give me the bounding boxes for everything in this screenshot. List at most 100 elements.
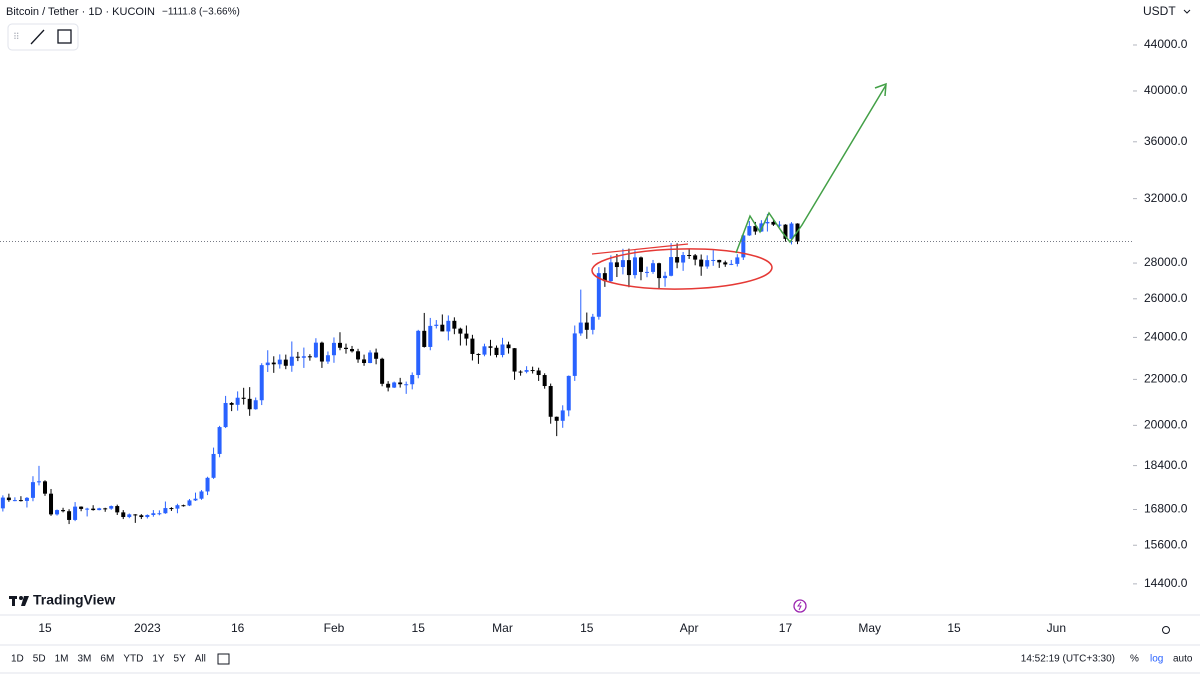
candle-body <box>530 370 535 372</box>
candle-body <box>494 347 499 356</box>
arrow-head <box>874 82 887 97</box>
range-button[interactable]: 1D <box>11 654 24 665</box>
candle-body <box>446 320 451 332</box>
x-tick-label: 15 <box>38 621 52 635</box>
scale-option[interactable]: % <box>1130 654 1139 665</box>
candle-body <box>67 511 72 520</box>
line-tool[interactable] <box>30 29 45 45</box>
candle-body <box>458 328 463 334</box>
candle-body <box>271 362 276 365</box>
candle-body <box>18 500 23 502</box>
candle-body <box>229 402 234 405</box>
range-button[interactable]: 5Y <box>174 654 187 665</box>
candle-body <box>85 508 90 510</box>
candle-body <box>488 346 493 348</box>
candle-body <box>157 513 162 515</box>
range-button[interactable]: All <box>195 654 206 665</box>
range-button[interactable]: 3M <box>78 654 92 665</box>
candle-body <box>325 355 330 362</box>
candle-body <box>482 346 487 355</box>
candle-body <box>711 259 716 261</box>
brand: TradingView <box>33 592 115 608</box>
candle-body <box>464 333 469 339</box>
candle-body <box>602 273 607 282</box>
candle-body <box>651 263 656 272</box>
highlight-ellipse <box>591 248 773 290</box>
candle-body <box>735 257 740 264</box>
candle-body <box>566 375 571 411</box>
candle-body <box>717 259 722 263</box>
candle-body <box>91 508 96 511</box>
candle-body <box>211 453 216 478</box>
candle-body <box>681 255 686 263</box>
candle-body <box>783 224 788 239</box>
candle-body <box>241 397 246 399</box>
range-button[interactable]: 1Y <box>152 654 165 665</box>
scale-option[interactable]: auto <box>1173 654 1193 665</box>
candle-body <box>73 506 78 520</box>
candle-body <box>289 356 294 366</box>
candle-body <box>753 226 758 232</box>
candle-body <box>410 375 415 385</box>
candle-body <box>741 235 746 258</box>
candle-body <box>428 325 433 347</box>
candle-body <box>169 508 174 510</box>
events-icon[interactable] <box>793 599 807 613</box>
trend-line <box>591 243 689 255</box>
candle-body <box>452 320 457 329</box>
logo <box>9 596 29 606</box>
candle-body <box>729 263 734 265</box>
candle-body <box>36 481 41 483</box>
candle-body <box>344 347 348 350</box>
x-tick-label: May <box>858 621 881 635</box>
candle-body <box>265 362 270 366</box>
candle-body <box>584 322 589 330</box>
candle-body <box>43 481 47 494</box>
candle-body <box>368 352 373 364</box>
scale-option[interactable]: log <box>1150 654 1163 665</box>
candles <box>0 213 1133 525</box>
candle-body <box>693 255 698 260</box>
candle-body <box>614 262 619 268</box>
candle-body <box>307 356 312 358</box>
currency[interactable]: USDT <box>1143 4 1176 18</box>
drawings <box>591 82 887 290</box>
y-tick-label: 40000.0 <box>1144 83 1188 97</box>
candle-body <box>259 365 264 401</box>
candle-body <box>422 330 427 347</box>
price-change: −1111.8 (−3.66%) <box>162 7 240 18</box>
rect-tool[interactable] <box>57 29 72 44</box>
range-button[interactable]: 1M <box>55 654 69 665</box>
candle-body <box>416 330 421 376</box>
candle-body <box>331 342 336 356</box>
candle-body <box>542 375 547 387</box>
projection-path <box>735 84 887 254</box>
x-tick-label: 17 <box>779 621 793 635</box>
candle-body <box>115 506 120 513</box>
y-tick-label: 28000.0 <box>1144 255 1188 269</box>
candle-body <box>608 262 613 282</box>
range-button[interactable]: YTD <box>123 654 143 665</box>
candle-body <box>440 324 445 332</box>
candle-body <box>518 371 523 373</box>
date-range-icon[interactable] <box>217 653 230 665</box>
y-tick-label: 24000.0 <box>1144 330 1188 344</box>
candle-body <box>374 352 379 359</box>
candle-body <box>133 514 138 516</box>
settings-icon[interactable] <box>1162 626 1170 634</box>
candle-body <box>277 359 282 365</box>
candle-body <box>337 342 342 348</box>
candle-body <box>705 260 710 267</box>
candle-body <box>175 505 180 509</box>
candle-body <box>55 510 60 515</box>
candle-body <box>500 344 505 356</box>
candle-body <box>61 510 66 512</box>
candle-body <box>723 262 728 265</box>
candle-body <box>356 351 361 360</box>
candle-body <box>187 500 192 506</box>
candle-body <box>392 382 397 388</box>
y-tick-label: 18400.0 <box>1144 458 1188 472</box>
candle-body <box>434 324 439 326</box>
range-button[interactable]: 6M <box>100 654 114 665</box>
range-button[interactable]: 5D <box>33 654 46 665</box>
